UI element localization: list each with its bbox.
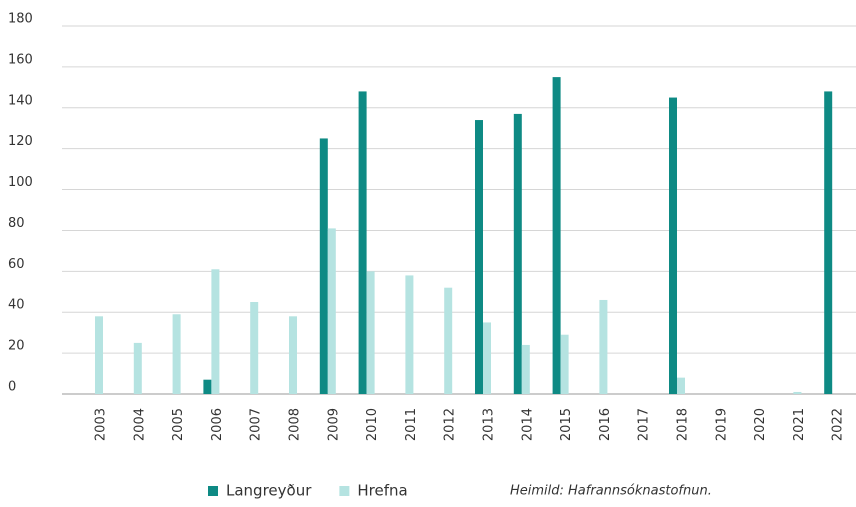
x-tick-label: 2005 [171,408,186,441]
x-tick-label: 2022 [831,408,846,441]
x-tick-label: 2012 [443,408,458,441]
bar [824,91,833,394]
x-tick-label: 2013 [482,408,497,441]
x-tick-label: 2004 [132,408,147,441]
bar [358,91,367,394]
bar [250,302,259,394]
x-tick-label: 2010 [365,408,380,441]
bar [669,97,677,395]
bar [521,344,530,394]
bar [444,287,453,394]
bar [95,316,103,394]
x-tick-label: 2006 [210,408,225,441]
x-tick-label: 2015 [559,408,574,441]
x-tick-label: 2021 [792,408,807,441]
x-tick-label: 2008 [288,408,303,441]
x-tick-label: 2014 [520,408,535,441]
bar [327,228,336,394]
x-tick-label: 2016 [598,408,613,441]
y-tick-label: 100 [8,175,33,190]
bar [560,334,569,394]
x-tick-label: 2017 [637,408,652,441]
legend-swatch [208,486,218,496]
bar [552,77,561,394]
x-tick-label: 2020 [753,408,768,441]
bar [319,138,328,394]
source-note: Heimild: Hafrannsóknastofnun. [510,484,712,499]
x-tick-label: 2018 [676,408,691,441]
legend-label: Langreyður [226,482,312,500]
bar [483,322,491,394]
y-tick-label: 60 [8,257,25,272]
bar [475,120,483,395]
x-tick-label: 2019 [714,408,729,441]
bar [513,113,522,395]
bar [793,391,802,394]
y-tick-label: 180 [8,12,33,27]
bar [211,269,220,394]
x-tick-label: 2009 [326,408,341,441]
bar [172,314,181,394]
y-tick-label: 20 [8,339,25,354]
x-tick-label: 2007 [249,408,264,441]
y-tick-label: 40 [8,298,25,313]
bar [133,342,142,394]
bar [203,379,212,394]
legend-label: Hrefna [357,482,407,500]
bar [677,377,685,394]
bar [405,275,414,394]
bar [599,299,608,394]
y-tick-label: 160 [8,52,33,67]
legend-swatch [339,486,350,496]
y-tick-label: 140 [8,93,33,108]
y-tick-label: 0 [8,380,16,395]
x-tick-label: 2003 [94,408,109,441]
bar [366,271,375,394]
x-tick-label: 2011 [404,408,419,441]
y-tick-label: 80 [8,216,25,231]
bar [289,316,297,394]
y-tick-label: 120 [8,134,33,149]
